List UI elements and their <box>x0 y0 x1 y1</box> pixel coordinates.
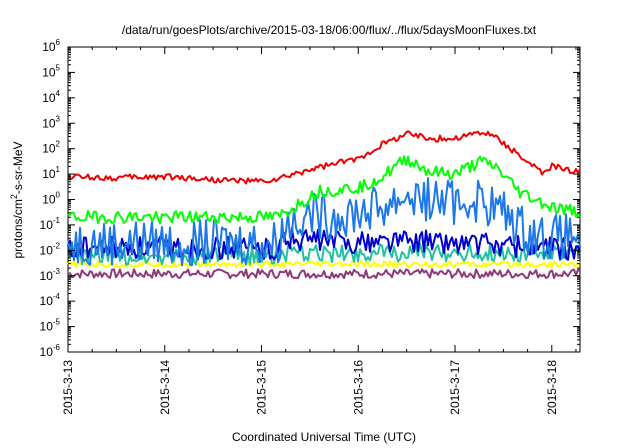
x-axis-label: Coordinated Universal Time (UTC) <box>232 430 416 444</box>
x-tick-label: 2015-3-16 <box>351 360 365 415</box>
y-tick-base: 10 <box>40 294 54 308</box>
y-tick-base: 10 <box>40 345 54 359</box>
y-tick-base: 10 <box>42 65 56 79</box>
x-tick-label: 2015-3-18 <box>545 360 559 415</box>
y-tick-label: 102 <box>42 140 60 156</box>
y-tick-exponent: 3 <box>56 114 61 123</box>
y-tick-base: 10 <box>42 167 56 181</box>
y-tick-exponent: -4 <box>53 292 61 301</box>
y-tick-base: 10 <box>42 91 56 105</box>
y-tick-exponent: -2 <box>53 241 61 250</box>
y-tick-exponent: 0 <box>56 191 61 200</box>
y-tick-label: 101 <box>42 165 60 181</box>
series-line <box>67 177 581 267</box>
y-tick-label: 10-2 <box>40 241 61 257</box>
chart-title: /data/run/goesPlots/archive/2015-03-18/0… <box>122 23 537 37</box>
y-tick-exponent: -1 <box>53 216 61 225</box>
x-tick-label: 2015-3-13 <box>61 360 75 415</box>
y-tick-label: 10-5 <box>40 318 61 334</box>
y-tick-label: 106 <box>42 38 60 54</box>
x-axis: 2015-3-13 2015-3-14 2015-3-15 2015-3-16 2015… <box>61 47 577 415</box>
y-tick-base: 10 <box>42 116 56 130</box>
y-tick-label: 10-3 <box>40 267 61 283</box>
x-tick-label: 2015-3-14 <box>158 360 172 415</box>
y-tick-label: 10-4 <box>40 292 61 308</box>
y-tick-base: 10 <box>42 193 56 207</box>
series-line <box>67 268 581 280</box>
series-line <box>67 260 581 269</box>
y-tick-label: 105 <box>42 63 60 79</box>
y-tick-label: 10-1 <box>40 216 61 232</box>
y-tick-label: 10-6 <box>40 343 61 359</box>
x-tick-label: 2015-3-15 <box>255 360 269 415</box>
y-tick-exponent: -3 <box>53 267 61 276</box>
y-axis-label: protons/cm2-s-sr-MeV <box>9 141 25 258</box>
y-axis: 10-610-510-410-310-210-11001011021031041… <box>40 38 580 359</box>
y-tick-exponent: -6 <box>53 343 61 352</box>
y-tick-exponent: 2 <box>56 140 61 149</box>
y-tick-exponent: 1 <box>56 165 61 174</box>
y-tick-base: 10 <box>40 269 54 283</box>
y-tick-label: 103 <box>42 114 60 130</box>
series-line <box>67 130 581 185</box>
y-tick-label: 104 <box>42 89 60 105</box>
y-tick-exponent: 4 <box>56 89 61 98</box>
y-tick-exponent: 5 <box>56 63 61 72</box>
y-tick-base: 10 <box>42 142 56 156</box>
y-tick-label: 100 <box>42 191 60 207</box>
y-tick-base: 10 <box>40 320 54 334</box>
y-axis-label-main: protons/cm <box>11 199 25 258</box>
y-tick-exponent: -5 <box>53 318 61 327</box>
y-tick-exponent: 6 <box>56 38 61 47</box>
y-axis-label-superscript: 2 <box>9 194 19 199</box>
y-axis-label-unit: -s-sr-MeV <box>11 141 25 194</box>
y-tick-base: 10 <box>42 40 56 54</box>
y-tick-base: 10 <box>40 218 54 232</box>
series-layer <box>67 130 581 280</box>
y-tick-base: 10 <box>40 243 54 257</box>
x-tick-label: 2015-3-17 <box>448 360 462 415</box>
series-line <box>67 155 581 225</box>
